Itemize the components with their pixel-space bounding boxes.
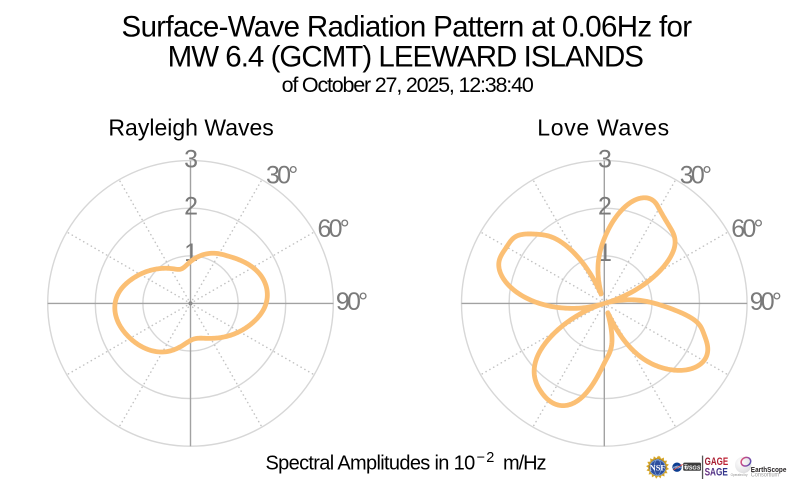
svg-text:m/Hz: m/Hz bbox=[503, 453, 547, 475]
svg-text:Love Waves: Love Waves bbox=[537, 115, 669, 141]
svg-text:of October 27, 2025, 12:38:40: of October 27, 2025, 12:38:40 bbox=[282, 73, 534, 97]
svg-text:Consortium: Consortium bbox=[751, 472, 780, 479]
svg-text:Surface-Wave Radiation Pattern: Surface-Wave Radiation Pattern at 0.06Hz… bbox=[122, 10, 693, 43]
svg-text:Rayleigh Waves: Rayleigh Waves bbox=[108, 115, 273, 141]
svg-text:NSF: NSF bbox=[650, 462, 666, 472]
svg-text:2: 2 bbox=[184, 192, 198, 220]
svg-text:−2: −2 bbox=[477, 450, 496, 466]
svg-text:EarthScope: EarthScope bbox=[751, 465, 787, 474]
svg-text:90°: 90° bbox=[750, 288, 782, 316]
svg-text:SAGE: SAGE bbox=[705, 467, 728, 479]
svg-text:60°: 60° bbox=[318, 215, 350, 243]
svg-text:3: 3 bbox=[184, 145, 198, 173]
svg-text:Operated by: Operated by bbox=[731, 473, 748, 477]
svg-text:USGS: USGS bbox=[685, 465, 701, 471]
svg-text:GAGE: GAGE bbox=[705, 456, 729, 468]
svg-text:30°: 30° bbox=[266, 162, 298, 190]
svg-text:60°: 60° bbox=[731, 215, 763, 243]
svg-text:MW 6.4 (GCMT) LEEWARD ISLANDS: MW 6.4 (GCMT) LEEWARD ISLANDS bbox=[168, 40, 644, 73]
svg-text:NASA: NASA bbox=[673, 466, 680, 470]
svg-text:3: 3 bbox=[598, 145, 612, 173]
svg-text:2: 2 bbox=[598, 192, 612, 220]
svg-text:90°: 90° bbox=[336, 288, 368, 316]
svg-text:Spectral Amplitudes in 10: Spectral Amplitudes in 10 bbox=[266, 453, 476, 475]
svg-text:30°: 30° bbox=[680, 162, 712, 190]
